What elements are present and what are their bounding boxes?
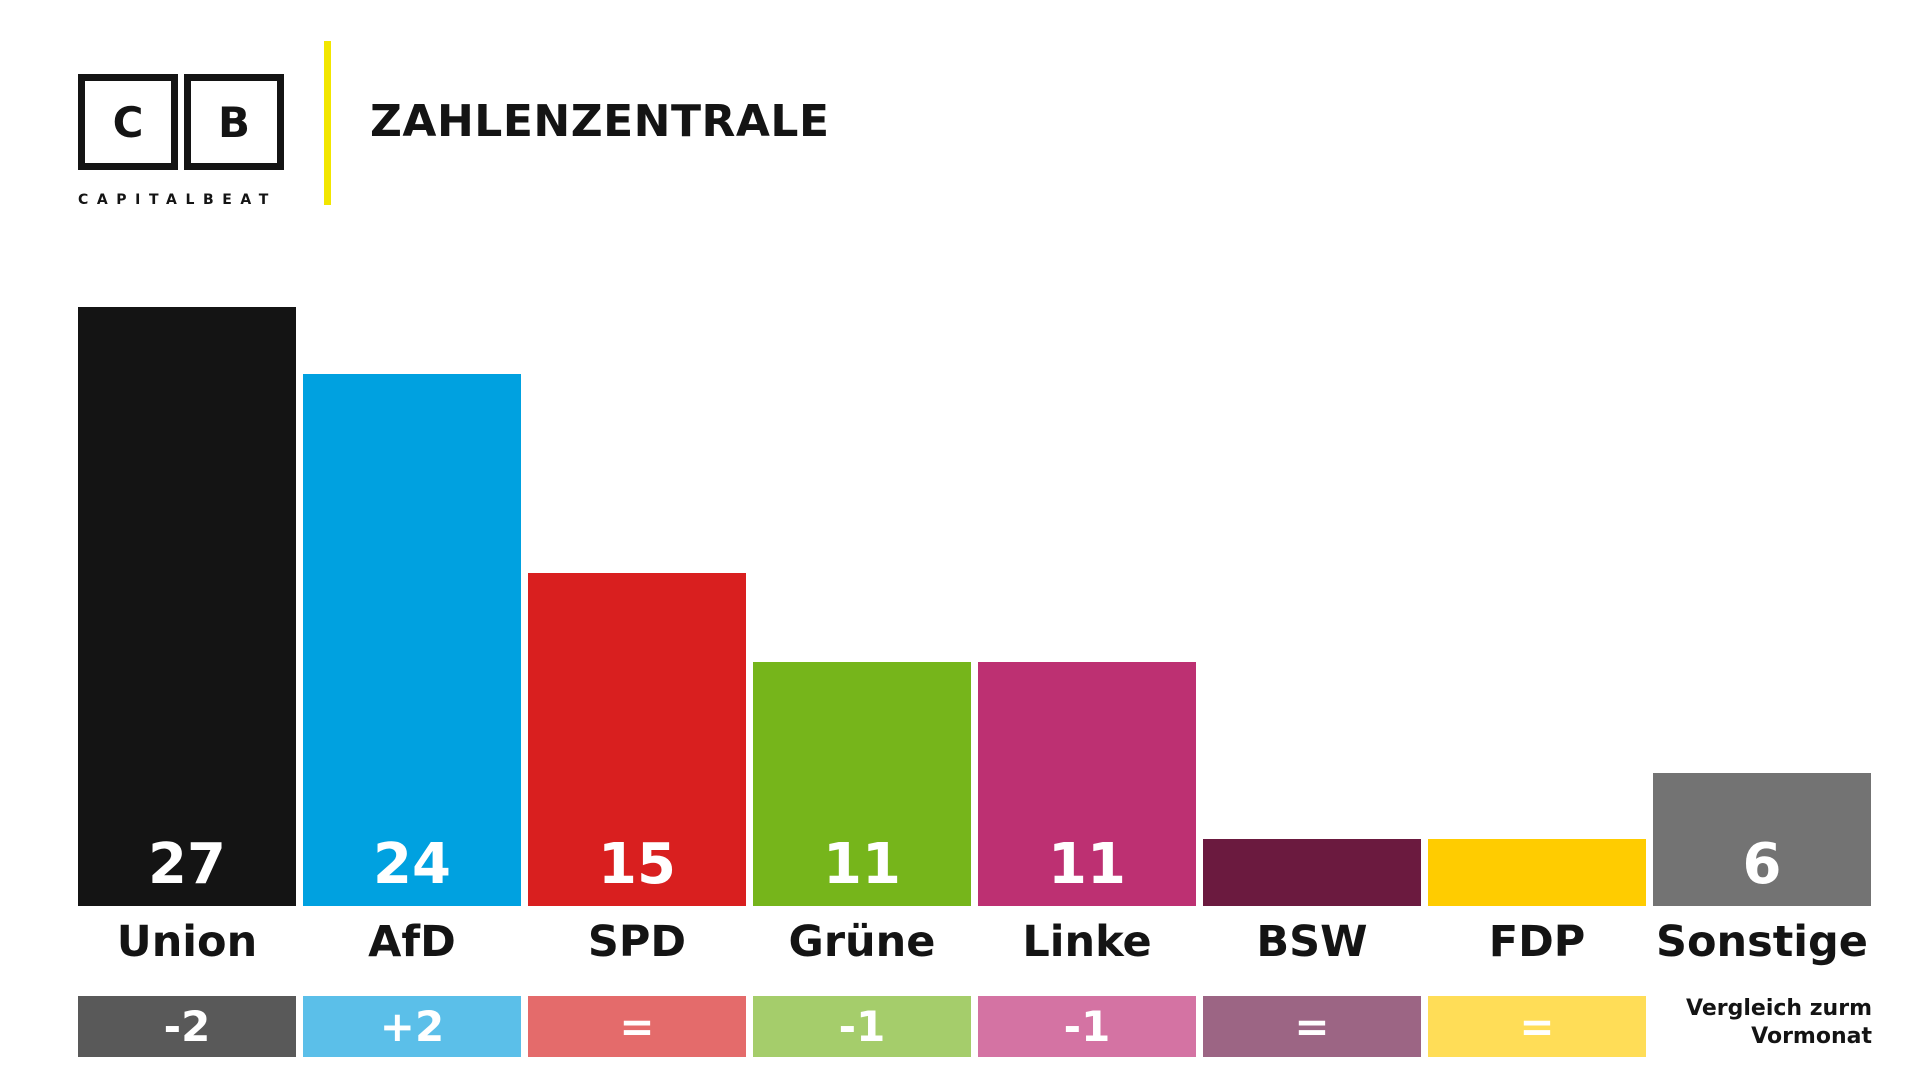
category-label: SPD xyxy=(587,917,687,967)
bar-value-label: 27 xyxy=(148,832,226,897)
logo-box-b: B xyxy=(184,74,284,170)
bar-fdp xyxy=(1428,839,1646,906)
bar-value-label: 24 xyxy=(373,832,451,897)
change-badge: = xyxy=(1428,996,1646,1057)
change-note: Vergleich zurm Vormonat xyxy=(1686,996,1872,1049)
bar-spd xyxy=(528,573,746,906)
bar-value-label: 15 xyxy=(598,832,676,897)
logo-box-c: C xyxy=(78,74,178,170)
category-label: FDP xyxy=(1488,917,1586,967)
category-label: Sonstige xyxy=(1656,917,1868,967)
page-title: ZAHLENZENTRALE xyxy=(370,96,830,147)
bar-afd xyxy=(303,373,521,906)
category-label: BSW xyxy=(1256,917,1368,967)
bar-union xyxy=(78,307,296,906)
category-label: Grüne xyxy=(788,917,936,967)
category-label: AfD xyxy=(368,917,456,967)
change-badge: -2 xyxy=(78,996,296,1057)
bar-grüne xyxy=(753,661,971,906)
bar-value-label: 11 xyxy=(1048,832,1126,897)
change-badge: -1 xyxy=(753,996,971,1057)
header-divider xyxy=(324,41,331,205)
bar-linke xyxy=(978,661,1196,906)
bar-value-label: 6 xyxy=(1742,832,1782,897)
change-badge: = xyxy=(1203,996,1421,1057)
change-badge: = xyxy=(528,996,746,1057)
change-badge: +2 xyxy=(303,996,521,1057)
change-badge: -1 xyxy=(978,996,1196,1057)
category-label: Linke xyxy=(1022,917,1152,967)
category-label: Union xyxy=(116,917,258,967)
bar-bsw xyxy=(1203,839,1421,906)
capitalbeat-logo: C B xyxy=(78,74,284,170)
bar-sonstige xyxy=(1653,772,1871,906)
logo-wordmark: CAPITALBEAT xyxy=(78,192,277,208)
bar-value-label: 11 xyxy=(823,832,901,897)
